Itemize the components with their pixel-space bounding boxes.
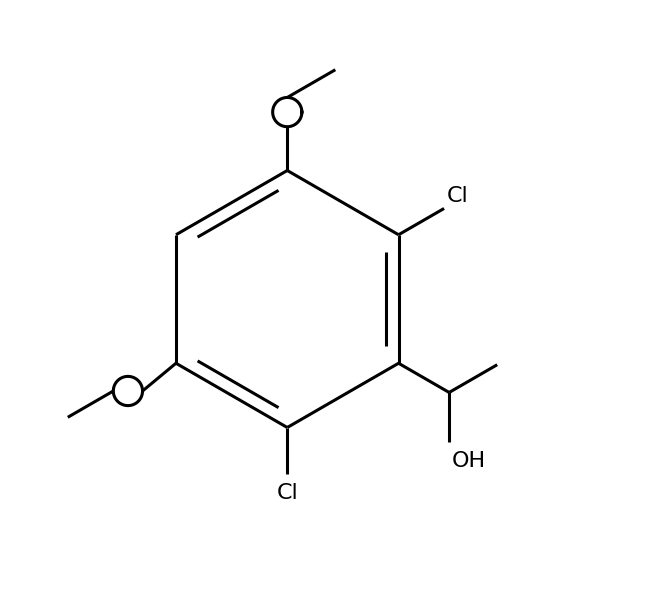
Text: Cl: Cl: [447, 185, 469, 206]
Text: Cl: Cl: [277, 483, 298, 503]
Text: OH: OH: [452, 451, 486, 471]
